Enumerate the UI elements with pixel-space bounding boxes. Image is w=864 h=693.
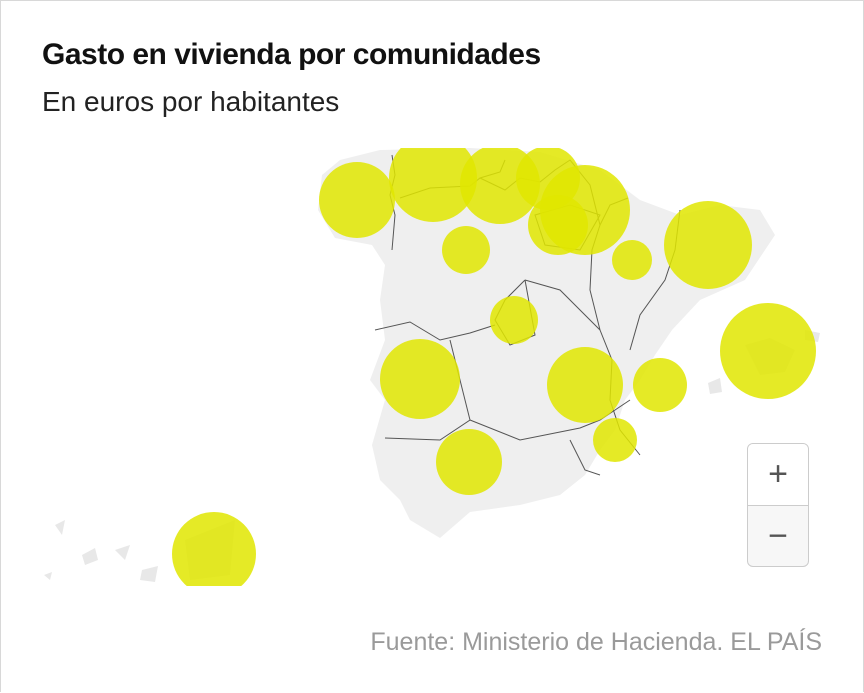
region-bubble[interactable] bbox=[490, 296, 538, 344]
chart-title: Gasto en vivienda por comunidades bbox=[42, 38, 541, 71]
chart-subtitle: En euros por habitantes bbox=[42, 86, 340, 117]
region-bubble[interactable] bbox=[612, 240, 652, 280]
zoom-controls: + − bbox=[747, 443, 809, 567]
region-bubble[interactable] bbox=[389, 148, 477, 222]
peninsula-land bbox=[318, 148, 775, 538]
region-bubble[interactable] bbox=[593, 418, 637, 462]
region-bubble[interactable] bbox=[442, 226, 490, 274]
zoom-in-button[interactable]: + bbox=[748, 444, 808, 506]
region-bubble[interactable] bbox=[172, 512, 256, 586]
ibiza-land bbox=[708, 378, 722, 394]
region-bubble[interactable] bbox=[664, 201, 752, 289]
region-bubble[interactable] bbox=[319, 162, 395, 238]
zoom-out-button[interactable]: − bbox=[768, 517, 788, 555]
source-note: Fuente: Ministerio de Hacienda. EL PAÍS bbox=[370, 628, 822, 656]
bubble-layer bbox=[172, 148, 816, 586]
region-bubble[interactable] bbox=[720, 303, 816, 399]
region-bubble[interactable] bbox=[380, 339, 460, 419]
region-bubble[interactable] bbox=[436, 429, 502, 495]
region-bubble[interactable] bbox=[633, 358, 687, 412]
region-bubble[interactable] bbox=[528, 195, 588, 255]
spain-map[interactable] bbox=[0, 148, 864, 586]
region-bubble[interactable] bbox=[547, 347, 623, 423]
